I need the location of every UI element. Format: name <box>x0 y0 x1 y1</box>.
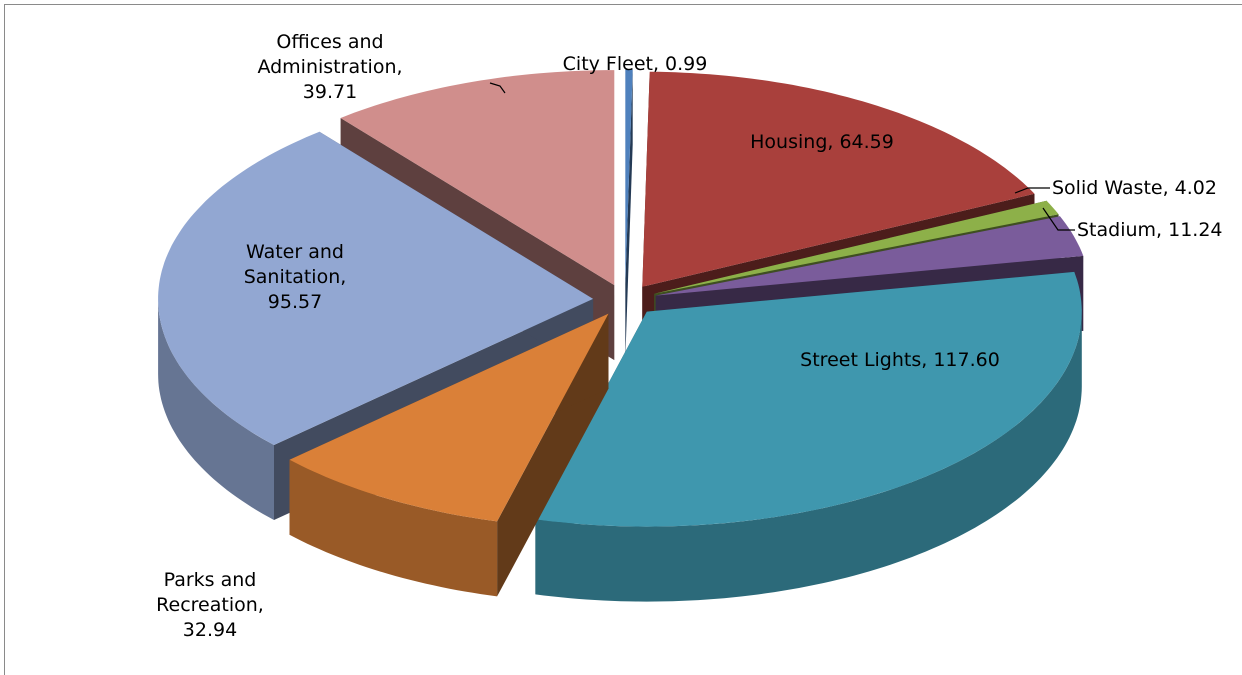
slice-top <box>158 131 594 446</box>
slice-top <box>340 70 615 286</box>
slice-side <box>535 311 1082 602</box>
data-label: City Fleet, 0.99 <box>562 53 708 75</box>
data-label: Water and Sanitation, 95.57 <box>243 241 347 313</box>
leader-line <box>489 82 506 94</box>
slice-side <box>158 298 274 520</box>
chart-border <box>4 4 1242 675</box>
leader-line <box>1042 207 1075 231</box>
slice <box>625 69 633 360</box>
data-label: Housing, 64.59 <box>750 131 894 153</box>
data-label: Solid Waste, 4.02 <box>1052 177 1217 199</box>
slice <box>535 271 1082 602</box>
slice-side <box>289 459 498 597</box>
leader-lines <box>489 82 1075 231</box>
slice <box>289 313 609 597</box>
slice-top <box>289 313 609 522</box>
data-label: Stadium, 11.24 <box>1077 219 1223 241</box>
slice-top <box>642 71 1035 287</box>
data-label: Offices and Administration, 39.71 <box>257 31 403 103</box>
slice-wall <box>625 69 633 360</box>
slice-top <box>655 216 1084 296</box>
slice-top <box>625 69 633 285</box>
pie <box>158 69 1084 602</box>
data-label: Street Lights, 117.60 <box>800 349 1000 371</box>
data-label: Parks and Recreation, 32.94 <box>156 569 264 641</box>
slice-top <box>535 271 1082 527</box>
slice-top <box>654 200 1059 294</box>
leader-line <box>1014 187 1050 194</box>
